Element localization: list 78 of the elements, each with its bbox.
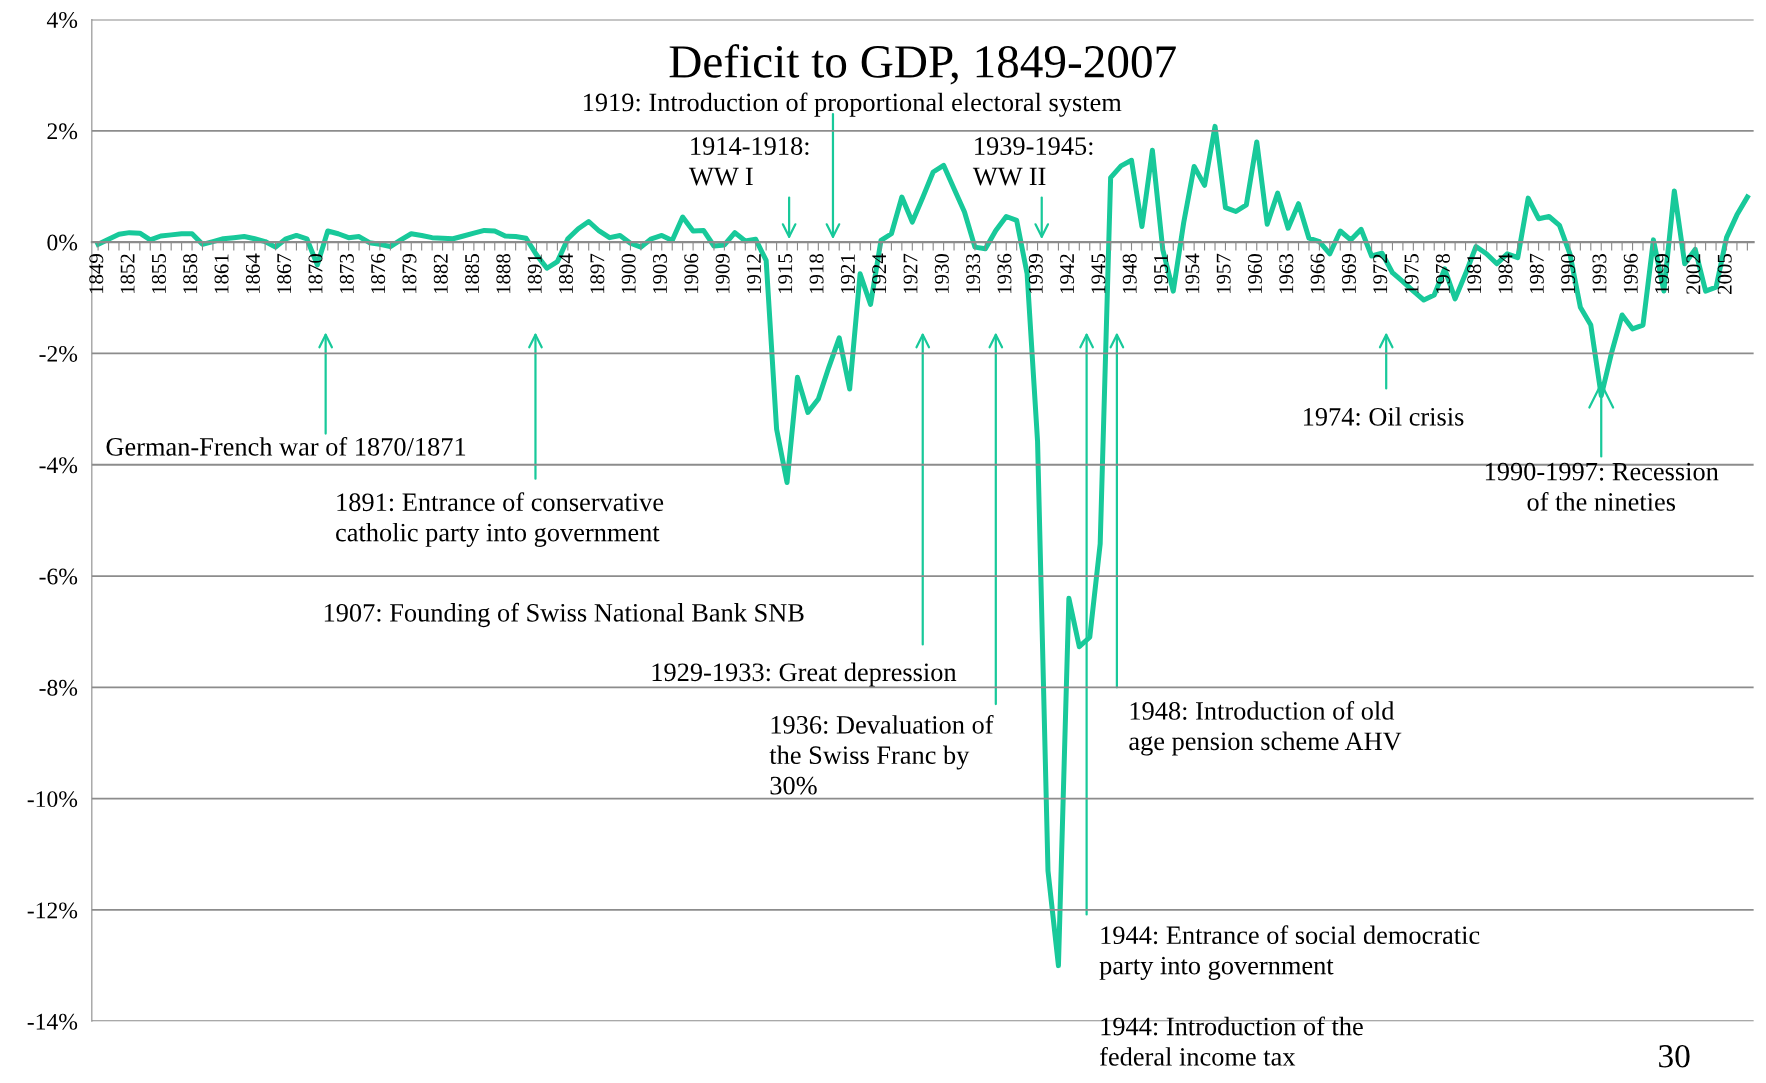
x-tick-label: 1948	[1122, 254, 1137, 294]
x-tick-label: 1942	[1060, 254, 1075, 294]
x-tick-label: 2005	[1717, 254, 1732, 294]
x-tick-label: 1996	[1623, 253, 1638, 294]
x-tick-label: 1873	[339, 254, 354, 294]
x-tick-label: 1888	[496, 254, 511, 294]
x-tick-label: 1918	[809, 254, 824, 294]
x-tick-label: 1849	[89, 254, 104, 294]
annotation: 1939-1945: WW II	[972, 137, 1093, 186]
y-tick-label: -10%	[27, 791, 78, 808]
x-tick-label: 1906	[684, 253, 699, 294]
annotation: 1936: Devaluation of the Swiss Franc by 30%	[769, 714, 994, 795]
x-tick-label: 1972	[1373, 254, 1388, 294]
annotation: 1944: Introduction of the federal income tax	[1099, 1016, 1363, 1066]
x-tick-label: 1885	[465, 254, 480, 294]
y-tick-label: -8%	[39, 679, 78, 696]
x-tick-label: 1852	[120, 254, 135, 294]
x-tick-label: 1933	[966, 254, 981, 294]
x-tick-label: 1951	[1154, 254, 1169, 294]
y-tick-label: -4%	[39, 457, 78, 474]
x-tick-label: 1912	[746, 254, 761, 294]
y-tick-label: 0%	[47, 234, 78, 251]
x-tick-label: 1867	[277, 253, 292, 294]
annotation: 1974: Oil crisis	[1303, 407, 1464, 426]
annotation: 1891: Entrance of conservative catholic party into government	[336, 492, 664, 547]
annotation: 1919: Introduction of proportional electoral system	[584, 92, 1122, 117]
x-tick-label: 1924	[872, 253, 887, 294]
x-tick-label: 2002	[1686, 254, 1701, 294]
x-tick-label: 1993	[1592, 254, 1607, 294]
x-tick-label: 1939	[1028, 254, 1043, 294]
y-tick-label: -6%	[39, 568, 78, 585]
x-tick-label: 1855	[151, 254, 166, 294]
annotation: German-French war of 1870/1871	[106, 436, 466, 456]
x-tick-label: 1987	[1529, 253, 1544, 294]
x-tick-label: 1897	[590, 253, 605, 294]
y-tick-label: -2%	[39, 345, 78, 362]
x-tick-label: 1957	[1216, 253, 1231, 294]
chart-title: Deficit to GDP, 1849-2007	[669, 44, 1176, 85]
x-tick-label: 1990	[1561, 254, 1576, 294]
x-tick-label: 1963	[1279, 254, 1294, 294]
annotation: 1914-1918: WW I	[688, 137, 809, 186]
x-tick-label: 1969	[1341, 254, 1356, 294]
y-tick-label: 4%	[46, 11, 78, 28]
x-tick-label: 1915	[778, 254, 793, 294]
x-tick-label: 1861	[214, 254, 229, 294]
annotation: 1990-1997: Recession of the nineties	[1485, 462, 1719, 511]
x-tick-label: 1864	[245, 253, 260, 294]
x-tick-label: 1945	[1091, 254, 1106, 294]
y-tick-label: 2%	[47, 123, 78, 140]
x-tick-label: 1894	[558, 253, 574, 294]
x-tick-label: 1879	[402, 254, 417, 294]
annotation: 1948: Introduction of old age pension scheme AHV	[1129, 700, 1402, 756]
x-tick-label: 1978	[1435, 254, 1450, 294]
x-tick-label: 1891	[527, 254, 542, 294]
annotation: 1944: Entrance of social democratic party into government	[1099, 925, 1480, 980]
x-tick-label: 1960	[1247, 254, 1262, 294]
x-tick-label: 1975	[1404, 254, 1419, 294]
x-tick-label: 1930	[934, 254, 949, 294]
text: 30	[1659, 1045, 1690, 1068]
x-tick-label: 1999	[1655, 254, 1670, 294]
x-tick-label: 1882	[433, 254, 448, 294]
x-tick-label: 1984	[1498, 253, 1513, 294]
x-tick-label: 1927	[903, 253, 918, 294]
x-tick-label: 1981	[1467, 254, 1482, 294]
x-tick-label: 1921	[840, 254, 855, 294]
x-tick-label: 1900	[621, 254, 636, 294]
x-tick-label: 1876	[371, 253, 386, 294]
annotation: 1907: Founding of Swiss National Bank SNB	[324, 602, 804, 628]
x-tick-label: 1909	[715, 254, 730, 294]
x-tick-label: 1858	[183, 254, 198, 294]
x-tick-label: 1966	[1310, 253, 1325, 294]
x-tick-label: 1870	[308, 254, 323, 294]
y-tick-label: -14%	[27, 1013, 78, 1030]
x-tick-label: 1936	[997, 253, 1012, 294]
x-tick-label: 1954	[1185, 253, 1200, 294]
x-tick-label: 1903	[652, 254, 667, 294]
annotation: 1929-1933: Great depression	[652, 662, 957, 687]
y-tick-label: -12%	[27, 902, 78, 919]
